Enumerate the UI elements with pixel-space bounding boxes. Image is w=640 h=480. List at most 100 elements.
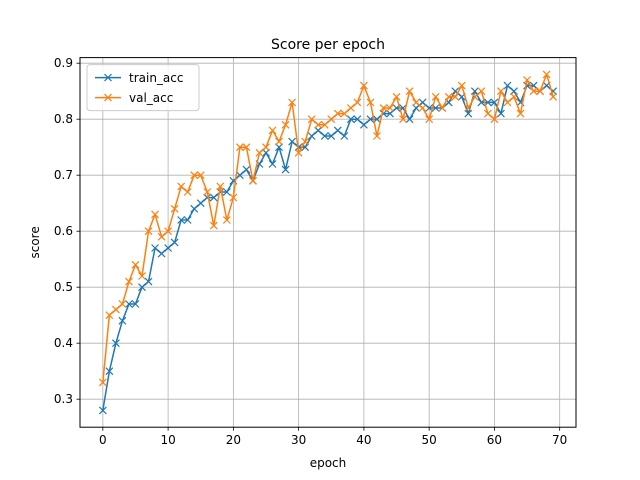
data-point	[255, 148, 264, 157]
data-point	[209, 221, 218, 230]
data-point	[98, 406, 107, 415]
data-point	[314, 126, 323, 135]
data-point	[418, 98, 427, 107]
x-tick-label: 20	[226, 433, 241, 447]
data-point	[222, 216, 231, 224]
data-point	[412, 104, 421, 112]
data-point	[196, 199, 205, 208]
data-point	[359, 120, 368, 129]
data-point	[216, 188, 225, 196]
data-point	[125, 300, 133, 308]
data-point	[483, 109, 492, 118]
legend-label: val_acc	[129, 91, 173, 105]
data-point	[183, 188, 192, 196]
data-point	[386, 104, 394, 112]
data-point	[144, 227, 153, 236]
x-tick-label: 60	[487, 433, 502, 447]
x-axis-title: epoch	[310, 456, 347, 470]
data-point	[196, 171, 205, 180]
data-point	[542, 70, 551, 79]
data-point	[249, 176, 257, 185]
data-point	[373, 132, 381, 140]
data-point	[497, 87, 505, 96]
data-point	[157, 249, 166, 258]
data-point	[405, 115, 414, 124]
data-point	[464, 109, 473, 118]
data-point	[399, 115, 407, 124]
data-point	[346, 115, 355, 124]
data-point	[275, 143, 283, 152]
y-tick-label: 0.8	[54, 112, 73, 126]
data-point	[392, 92, 401, 101]
data-point	[301, 137, 310, 146]
data-point	[183, 216, 192, 224]
data-point	[464, 104, 473, 112]
data-point	[320, 120, 329, 129]
data-point	[262, 148, 270, 157]
legend-box	[86, 64, 200, 112]
data-point	[470, 87, 479, 96]
x-tick-label: 0	[99, 433, 107, 447]
data-point	[314, 120, 323, 129]
data-point	[131, 260, 140, 269]
x-tick-label: 70	[552, 433, 567, 447]
data-point	[131, 300, 140, 308]
data-point	[190, 171, 199, 180]
data-point	[438, 104, 447, 112]
series-layer	[98, 70, 558, 415]
data-point	[470, 92, 479, 101]
data-point	[229, 193, 238, 202]
data-point	[151, 244, 159, 252]
legend-marker	[104, 93, 112, 102]
data-point	[242, 143, 251, 152]
legend-marker	[104, 73, 112, 82]
data-point	[366, 98, 375, 107]
data-point	[144, 277, 153, 286]
data-point	[477, 87, 486, 96]
data-point	[327, 115, 336, 124]
y-tick-label: 0.7	[54, 168, 73, 182]
legend: train_acc val_acc	[86, 64, 200, 112]
data-point	[503, 81, 512, 90]
data-point	[510, 92, 518, 101]
data-point	[359, 81, 368, 90]
x-tick-label: 40	[356, 433, 371, 447]
data-point	[281, 120, 290, 129]
series-val_acc	[98, 70, 558, 387]
y-tick-label: 0.9	[54, 56, 73, 70]
data-point	[203, 188, 212, 196]
legend-item: val_acc	[95, 91, 173, 105]
data-point	[405, 87, 414, 96]
legend-label: train_acc	[129, 71, 183, 85]
data-point	[379, 104, 388, 112]
x-tick-label: 30	[291, 433, 306, 447]
y-tick-label: 0.3	[54, 392, 73, 406]
data-point	[516, 109, 525, 118]
data-point	[327, 132, 336, 140]
data-point	[333, 126, 342, 135]
data-point	[111, 339, 120, 348]
data-point	[320, 132, 329, 140]
data-point	[157, 232, 166, 241]
data-point	[203, 193, 212, 202]
data-point	[431, 92, 440, 101]
y-tick-label: 0.5	[54, 280, 73, 294]
data-point	[523, 76, 531, 84]
x-tick-label: 10	[160, 433, 175, 447]
data-point	[105, 367, 114, 376]
data-point	[209, 193, 218, 202]
y-tick-label: 0.4	[54, 336, 73, 350]
data-point	[333, 109, 342, 118]
data-point	[386, 109, 394, 118]
data-point	[118, 300, 127, 308]
data-point	[138, 272, 146, 280]
data-point	[242, 165, 251, 174]
data-point	[164, 244, 173, 252]
data-point	[170, 204, 179, 213]
data-point	[164, 227, 173, 236]
data-point	[353, 115, 362, 124]
data-point	[490, 98, 499, 107]
data-point	[412, 98, 421, 107]
data-point	[549, 92, 558, 101]
grid-lines	[80, 57, 576, 428]
